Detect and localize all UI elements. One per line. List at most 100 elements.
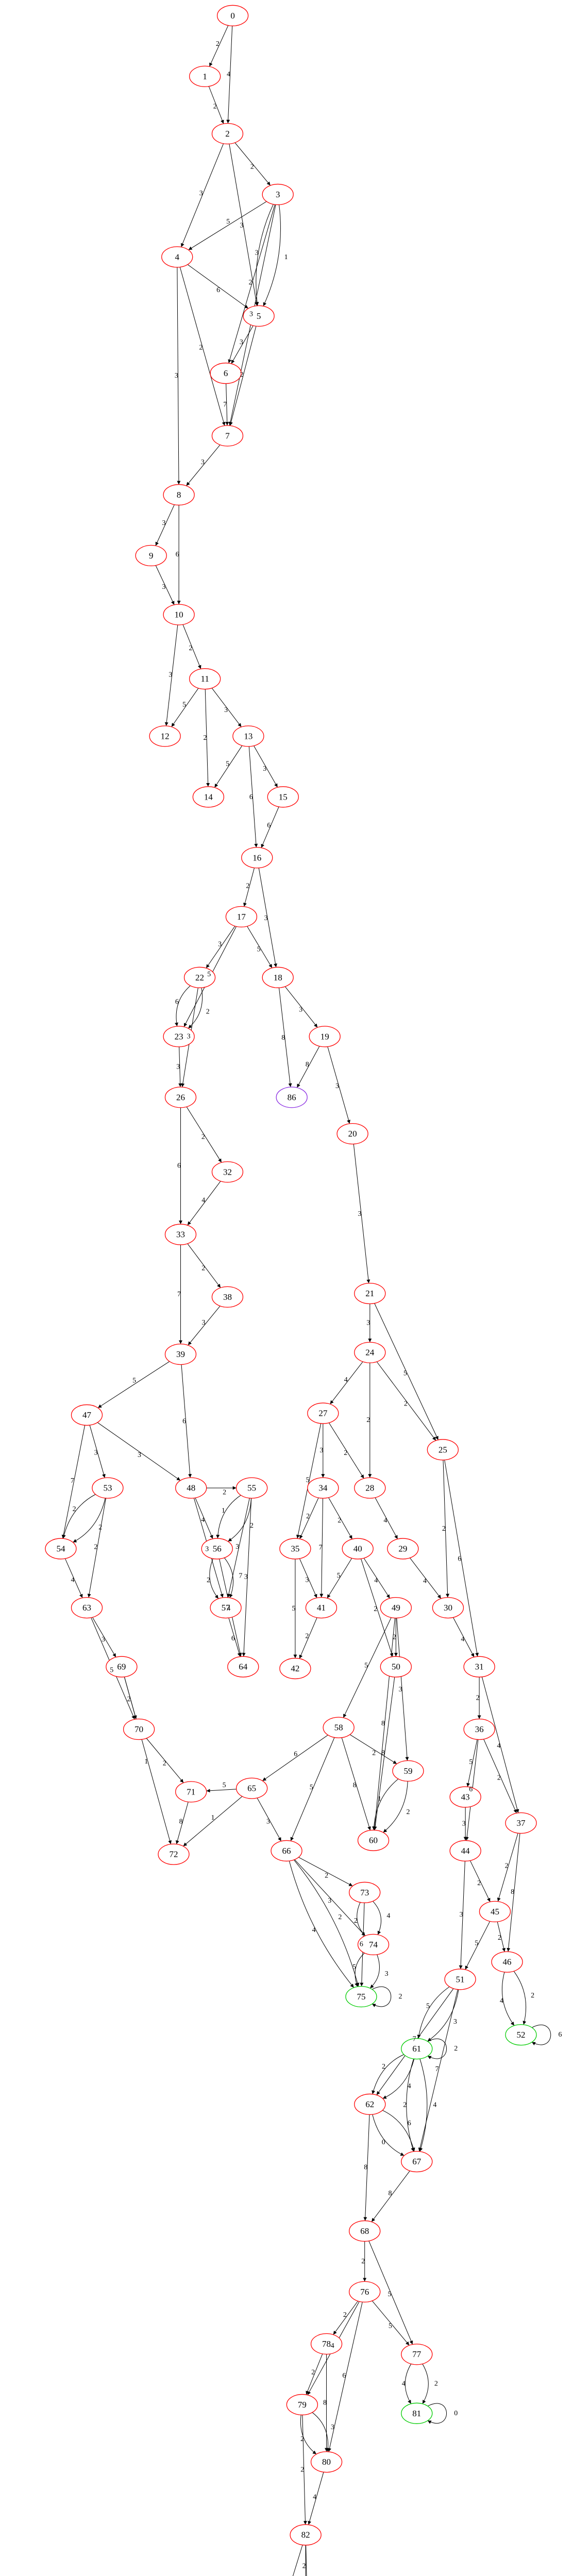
edge xyxy=(481,1676,519,1813)
edge xyxy=(298,1857,353,1887)
node-label: 59 xyxy=(403,1766,412,1776)
edge-label: 4 xyxy=(201,1197,205,1205)
node-label: 18 xyxy=(274,973,282,982)
edge xyxy=(501,1972,515,2026)
edge xyxy=(427,2038,447,2059)
node xyxy=(106,1656,138,1677)
node-label: 66 xyxy=(282,1846,291,1856)
node xyxy=(392,1760,424,1782)
edge xyxy=(306,2545,307,2576)
node-label: 74 xyxy=(369,1940,378,1950)
node-label: 72 xyxy=(170,1850,178,1859)
edge xyxy=(73,1498,106,1543)
node xyxy=(336,1123,368,1145)
node-label: 35 xyxy=(291,1544,299,1554)
edge-label: 8 xyxy=(323,2399,327,2407)
edge-label: 3 xyxy=(235,1543,239,1551)
edge xyxy=(308,2472,324,2525)
edge xyxy=(188,988,203,1029)
edge-label: 1 xyxy=(378,1795,381,1803)
edge xyxy=(369,1954,380,1989)
edge-label: 4 xyxy=(374,1577,378,1585)
edge xyxy=(373,1618,395,1831)
edge xyxy=(290,1737,335,1841)
edge-label: 2 xyxy=(476,1694,480,1702)
node-label: 37 xyxy=(517,1818,526,1828)
edge xyxy=(292,2545,303,2576)
edge-label: 8 xyxy=(364,2164,367,2172)
edge-label: 5 xyxy=(387,2291,391,2298)
edge xyxy=(87,1498,106,1598)
edge-label: 6 xyxy=(231,1635,235,1642)
edge xyxy=(483,1739,517,1814)
edge-label: 2 xyxy=(403,2102,407,2109)
node-label: 57 xyxy=(222,1603,231,1613)
edge xyxy=(368,2241,413,2345)
edge xyxy=(419,2059,428,2152)
edge xyxy=(262,1735,328,1782)
node xyxy=(211,1161,244,1183)
edge-label: 3 xyxy=(385,1970,389,1978)
edge xyxy=(371,2171,410,2222)
node-label: 26 xyxy=(176,1092,185,1102)
edge-label: 1 xyxy=(211,1814,215,1822)
edge-label: 3 xyxy=(244,1573,248,1581)
edge-label: 2 xyxy=(361,2258,365,2265)
edge-label: 2 xyxy=(246,882,249,890)
node-label: 34 xyxy=(318,1483,328,1493)
edge-label: 5 xyxy=(403,1370,407,1378)
edge xyxy=(164,624,178,726)
node xyxy=(279,1657,311,1680)
edge xyxy=(355,1953,365,1987)
edge xyxy=(205,689,210,787)
edge-label: 2 xyxy=(382,2063,385,2071)
edge-label: 2 xyxy=(393,1633,396,1641)
edge xyxy=(296,1423,322,1539)
edge xyxy=(209,1558,219,1599)
node xyxy=(267,786,299,808)
edge xyxy=(254,745,278,788)
edge xyxy=(372,2114,405,2156)
edge xyxy=(328,1497,352,1539)
node xyxy=(210,362,242,384)
edge-label: 5 xyxy=(223,1782,226,1789)
edge-label: 2 xyxy=(306,1513,310,1520)
edge-label: 4 xyxy=(402,2380,406,2388)
edge-label: 3 xyxy=(399,1686,402,1693)
edge xyxy=(422,2364,429,2404)
node xyxy=(387,1538,419,1560)
edge xyxy=(396,1618,409,1761)
edge-label: 3 xyxy=(175,372,178,380)
edge-label: 6 xyxy=(182,1418,186,1426)
node xyxy=(357,1829,390,1851)
edge-label: 5 xyxy=(226,218,230,226)
node-label: 75 xyxy=(357,1992,365,2002)
node-label: 49 xyxy=(392,1603,400,1613)
edge xyxy=(227,1498,250,1598)
node-label: 48 xyxy=(187,1483,195,1493)
edge xyxy=(186,1107,222,1163)
node xyxy=(262,183,294,206)
node-label: 86 xyxy=(288,1092,296,1102)
edge xyxy=(214,745,243,788)
edge-label: 2 xyxy=(94,1543,97,1551)
edge xyxy=(155,565,175,605)
edge-label: 3 xyxy=(102,1636,105,1643)
node-label: 7 xyxy=(225,431,230,440)
node xyxy=(164,1087,197,1108)
node-label: 6 xyxy=(224,368,228,378)
edge-label: 3 xyxy=(199,190,203,197)
node xyxy=(243,305,275,327)
edge xyxy=(372,2054,405,2094)
node xyxy=(276,1087,308,1108)
edge xyxy=(507,1833,520,1952)
edge xyxy=(513,1971,527,2025)
node xyxy=(189,65,221,87)
edge-label: 5 xyxy=(182,701,186,709)
node-label: 58 xyxy=(334,1723,343,1733)
node xyxy=(175,1781,207,1803)
edge-label: 2 xyxy=(201,1133,205,1141)
node xyxy=(479,1901,511,1923)
edge xyxy=(363,2114,370,2221)
edge-label: 2 xyxy=(344,1449,347,1457)
